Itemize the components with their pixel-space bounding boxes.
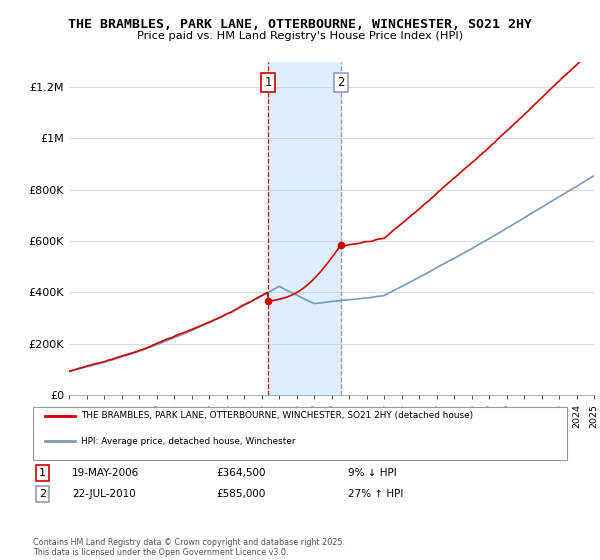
Text: THE BRAMBLES, PARK LANE, OTTERBOURNE, WINCHESTER, SO21 2HY: THE BRAMBLES, PARK LANE, OTTERBOURNE, WI…	[68, 18, 532, 31]
Text: £585,000: £585,000	[216, 489, 265, 499]
Text: 9% ↓ HPI: 9% ↓ HPI	[348, 468, 397, 478]
Text: 27% ↑ HPI: 27% ↑ HPI	[348, 489, 403, 499]
Text: 2: 2	[337, 76, 345, 88]
Text: THE BRAMBLES, PARK LANE, OTTERBOURNE, WINCHESTER, SO21 2HY (detached house): THE BRAMBLES, PARK LANE, OTTERBOURNE, WI…	[81, 411, 473, 420]
Text: £364,500: £364,500	[216, 468, 265, 478]
Text: Contains HM Land Registry data © Crown copyright and database right 2025.
This d: Contains HM Land Registry data © Crown c…	[33, 538, 345, 557]
Text: 22-JUL-2010: 22-JUL-2010	[72, 489, 136, 499]
Bar	[268, 62, 341, 395]
Text: 2: 2	[39, 489, 46, 499]
Text: HPI: Average price, detached house, Winchester: HPI: Average price, detached house, Winc…	[81, 437, 296, 446]
Text: 1: 1	[265, 76, 272, 88]
Text: 19-MAY-2006: 19-MAY-2006	[72, 468, 139, 478]
Text: Price paid vs. HM Land Registry's House Price Index (HPI): Price paid vs. HM Land Registry's House …	[137, 31, 463, 41]
Text: 1: 1	[39, 468, 46, 478]
